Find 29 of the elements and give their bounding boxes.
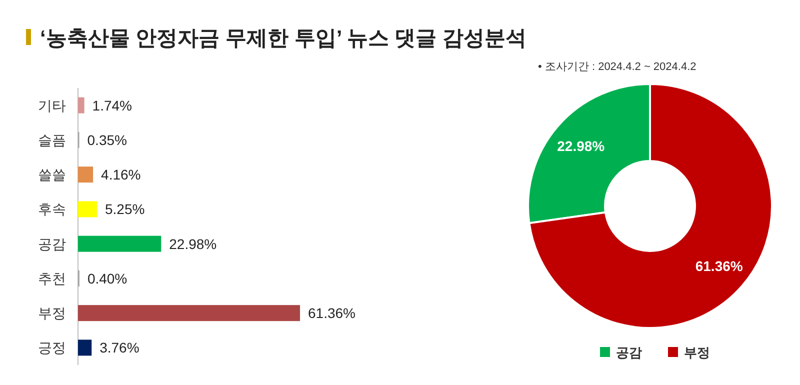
data-label: 5.25% <box>104 201 145 218</box>
data-label: 22.98% <box>557 138 606 154</box>
data-label: 61.36% <box>308 305 356 322</box>
y-tick-label: 긍정 <box>38 340 66 356</box>
bar <box>78 305 300 322</box>
data-label: 61.36% <box>695 258 744 274</box>
data-label: 3.76% <box>100 340 140 356</box>
y-tick-label: 후속 <box>38 201 66 218</box>
bar <box>78 166 94 183</box>
y-tick-label: 쓸쓸 <box>38 166 66 183</box>
data-label: 0.40% <box>87 270 128 286</box>
text: • 조사기간 : 2024.4.2 ~ 2024.4.2 <box>538 61 696 73</box>
y-tick-label: 슬픔 <box>38 132 66 148</box>
bar <box>78 97 84 114</box>
donut-slice <box>528 83 773 329</box>
legend-label: 공감 <box>616 345 642 360</box>
data-label: 1.74% <box>92 97 132 114</box>
bar <box>78 201 97 218</box>
data-label: 22.98% <box>169 236 217 252</box>
chart-title: ‘농축산물 안정자금 무제한 투입’ 뉴스 댓글 감성분석 <box>40 27 527 50</box>
data-label: 0.35% <box>87 132 127 148</box>
y-tick-label: 공감 <box>38 236 66 252</box>
bar <box>78 340 92 356</box>
y-tick-label: 기타 <box>38 97 66 114</box>
legend-label: 부정 <box>684 345 710 360</box>
y-tick-label: 부정 <box>38 305 66 322</box>
data-label: 4.16% <box>101 166 141 183</box>
y-tick-label: 추천 <box>38 270 66 286</box>
bar <box>78 236 162 252</box>
